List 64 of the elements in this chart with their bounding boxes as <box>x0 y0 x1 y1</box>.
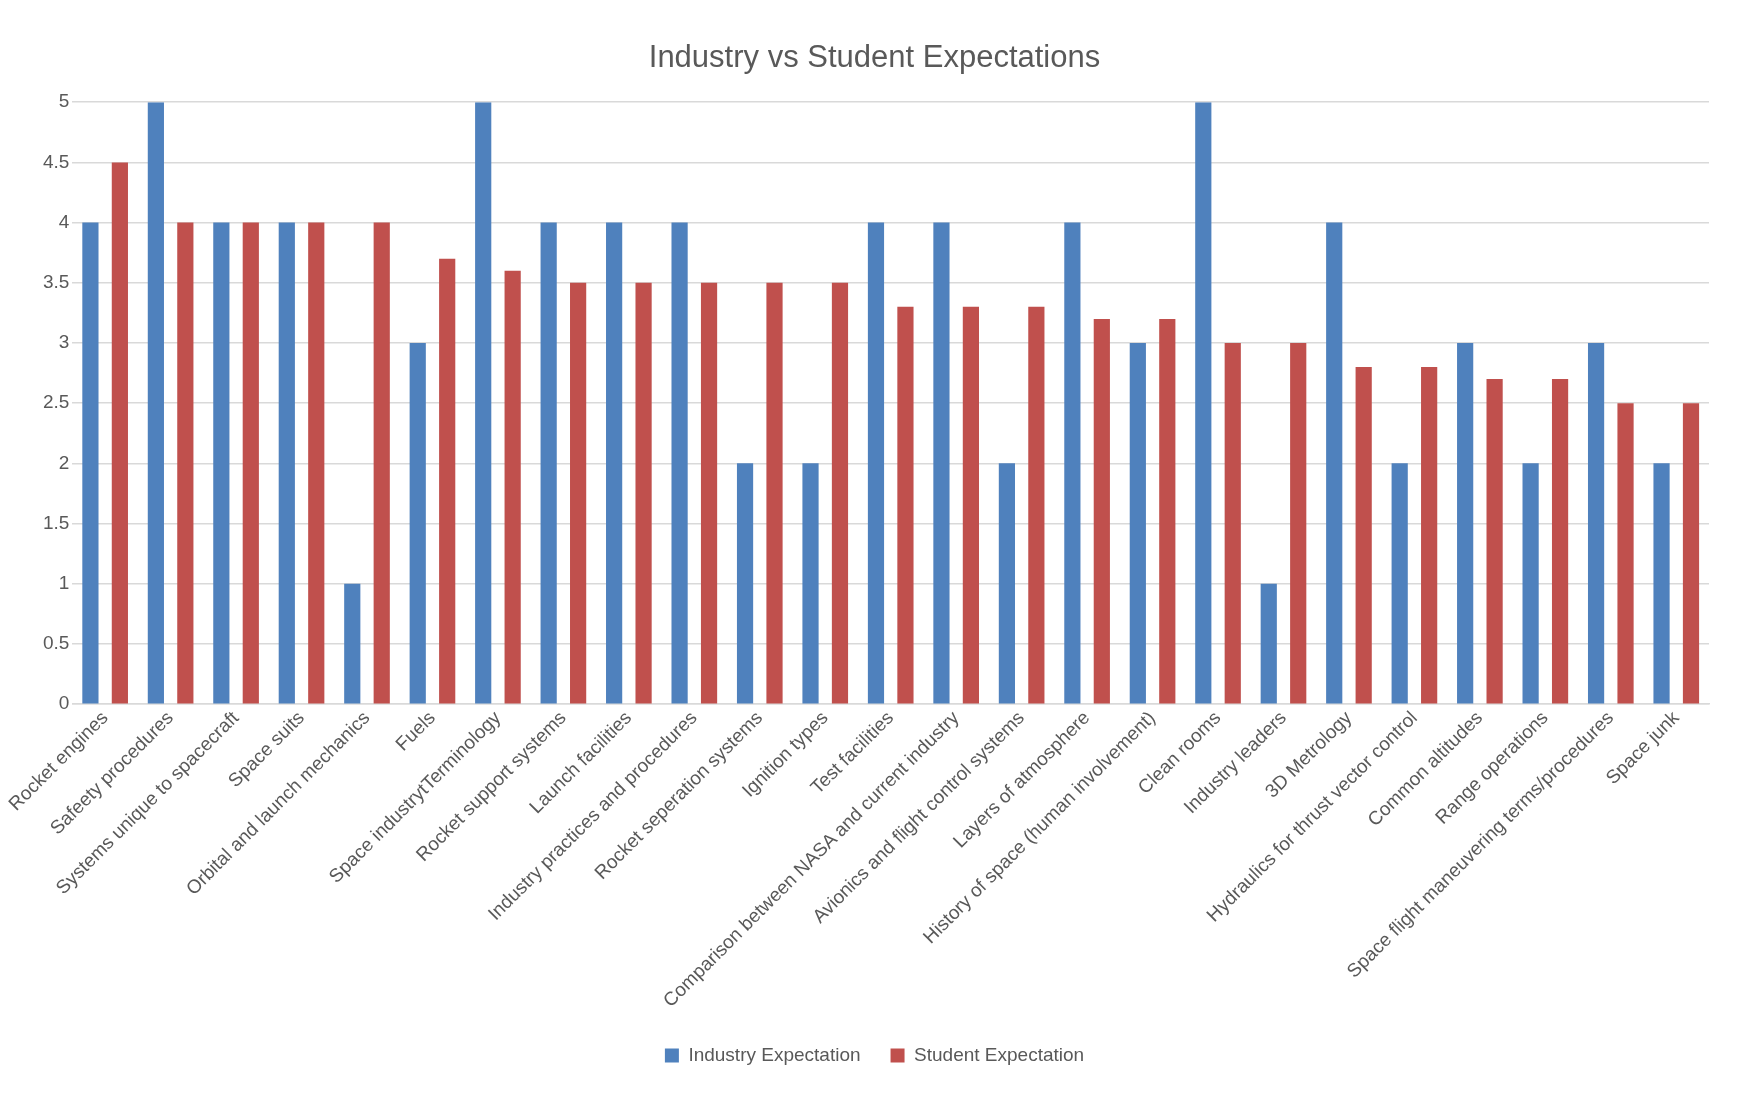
bar <box>1486 379 1503 704</box>
y-tick-label: 3.5 <box>42 271 70 293</box>
bar <box>1355 367 1372 704</box>
y-tick-label: 4.5 <box>42 150 70 172</box>
bar <box>1093 318 1110 704</box>
bar <box>1391 463 1408 704</box>
y-tick-label: 1 <box>58 571 70 593</box>
bar <box>1290 342 1307 704</box>
bar <box>1522 463 1539 704</box>
y-tick-label: 1.5 <box>42 511 70 533</box>
bar <box>998 463 1016 704</box>
bar <box>1224 342 1241 704</box>
bar <box>278 222 295 704</box>
bar <box>409 342 426 704</box>
bar <box>1129 342 1146 704</box>
bar <box>1195 102 1212 704</box>
bar <box>1326 222 1343 704</box>
bar <box>475 102 492 704</box>
bar <box>504 270 521 704</box>
bar <box>373 222 390 704</box>
bar <box>1653 463 1670 704</box>
bar <box>831 282 849 704</box>
bar <box>1064 222 1081 704</box>
bar <box>671 222 688 704</box>
bar <box>540 222 557 704</box>
bar <box>1682 403 1700 704</box>
bar <box>1421 367 1438 704</box>
y-tick-label: 5 <box>58 90 70 112</box>
bar <box>213 222 230 704</box>
bar <box>962 306 979 704</box>
y-tick-label: 2 <box>58 451 70 473</box>
bar <box>177 222 194 704</box>
y-tick-label: 0.5 <box>42 632 70 654</box>
bar <box>147 102 164 704</box>
bar <box>802 463 819 704</box>
bar <box>570 282 587 704</box>
bar <box>1260 583 1277 704</box>
bar <box>111 162 128 704</box>
bar <box>897 306 914 704</box>
bar <box>1587 342 1605 704</box>
y-tick-label: 4 <box>58 210 70 232</box>
bar <box>933 222 950 704</box>
bar <box>82 222 99 704</box>
bar <box>1551 379 1569 704</box>
bar <box>1457 342 1474 704</box>
bar <box>736 463 754 704</box>
bar <box>1028 306 1045 704</box>
legend-label: Student Expectation <box>914 1043 1085 1065</box>
legend-label: Industry Expectation <box>688 1043 861 1065</box>
bar <box>308 222 325 704</box>
bar <box>242 222 259 704</box>
bar <box>606 222 623 704</box>
bar <box>1159 318 1176 704</box>
bar <box>635 282 652 704</box>
chart-title: Industry vs Student Expectations <box>648 39 1101 75</box>
bar <box>1617 403 1634 704</box>
y-tick-label: 2.5 <box>42 391 70 413</box>
bar <box>344 583 361 704</box>
y-tick-label: 0 <box>58 692 70 714</box>
bar <box>700 282 718 704</box>
bar <box>766 282 783 704</box>
bar <box>439 258 456 704</box>
bar <box>867 222 885 704</box>
y-tick-label: 3 <box>58 331 70 353</box>
